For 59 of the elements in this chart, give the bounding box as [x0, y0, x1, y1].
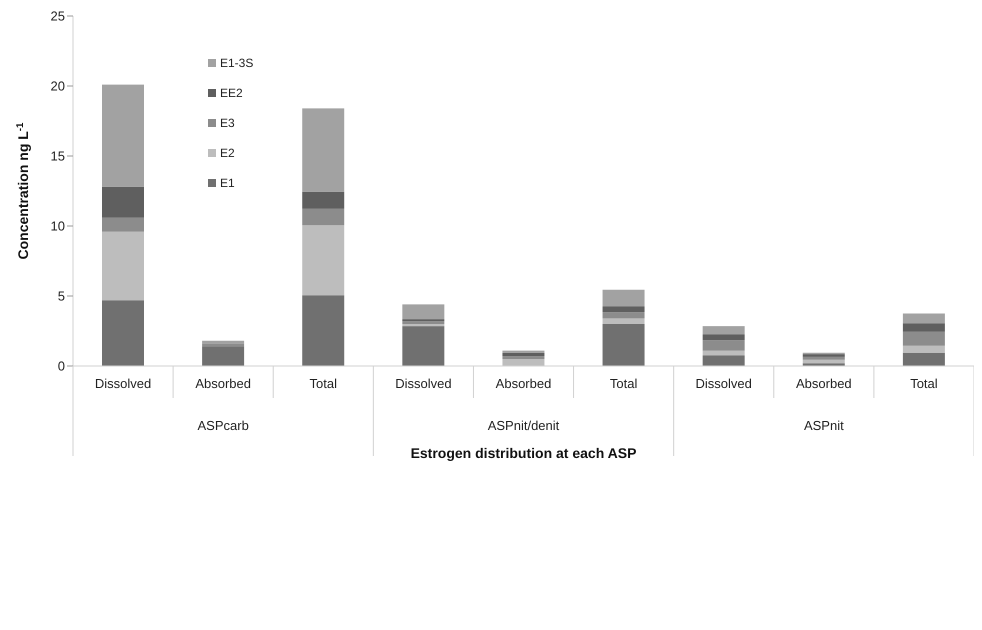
bar	[902, 314, 945, 324]
bar	[102, 300, 144, 366]
x-tick-label: Absorbed	[496, 376, 552, 391]
bar	[302, 208, 344, 226]
text: ASPnit/denit	[488, 418, 560, 433]
x-tick-label: Absorbed	[796, 376, 852, 391]
bar	[802, 360, 845, 364]
bar	[602, 312, 645, 318]
bar	[402, 304, 444, 320]
x-tick-label: Total	[310, 376, 338, 391]
bar	[302, 295, 344, 366]
bar	[302, 225, 344, 296]
bar	[902, 323, 945, 332]
bar	[702, 340, 745, 351]
y-tick-label: 0	[58, 358, 65, 374]
bar	[402, 321, 444, 324]
bar	[402, 326, 444, 366]
bar	[302, 108, 344, 192]
bar	[102, 218, 144, 232]
text: ASPnit	[804, 418, 844, 433]
x-tick-label: Total	[910, 376, 938, 391]
bar	[602, 318, 645, 324]
text: ASPcarb	[198, 418, 249, 433]
bar	[102, 84, 144, 187]
bar	[102, 186, 144, 218]
x-tick-label: Dissolved	[696, 376, 752, 391]
x-axis-title: Estrogen distribution at each ASP	[410, 445, 636, 461]
legend-label: E2	[220, 146, 235, 160]
bar	[202, 344, 244, 346]
bar	[902, 352, 945, 366]
bar	[902, 332, 945, 346]
y-tick-label: 10	[50, 218, 65, 234]
legend-label: E1-3S	[220, 56, 254, 70]
legend-label: E1	[220, 176, 235, 190]
x-tick-label: Total	[610, 376, 638, 391]
bar	[502, 359, 544, 366]
y-tick-label: 20	[50, 78, 65, 94]
x-tick-label: Dissolved	[395, 376, 452, 391]
bar	[202, 346, 244, 366]
bar	[302, 192, 344, 208]
bar	[602, 324, 645, 366]
bar	[102, 232, 144, 300]
bar	[902, 346, 945, 353]
bar	[702, 334, 745, 340]
bar	[502, 356, 544, 359]
legend-label: E3	[220, 116, 235, 130]
bar	[602, 306, 645, 312]
bar	[602, 290, 645, 306]
legend-label: EE2	[220, 86, 243, 100]
bar	[802, 354, 845, 357]
bar	[702, 350, 745, 356]
x-tick-label: Absorbed	[195, 376, 251, 391]
bar	[702, 356, 745, 366]
bar	[702, 326, 745, 334]
y-tick-label: 15	[50, 148, 65, 164]
y-tick-label: 5	[58, 288, 65, 304]
x-tick-label: Dissolved	[94, 376, 152, 391]
y-tick-label: 25	[50, 8, 65, 24]
bar	[502, 352, 544, 356]
